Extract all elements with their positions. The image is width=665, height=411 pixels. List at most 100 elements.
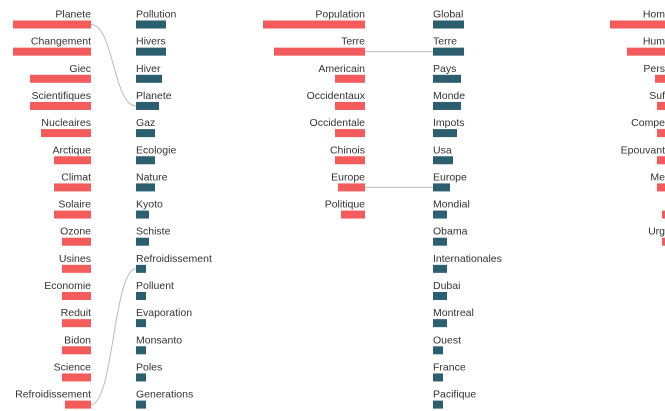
right-term-label: Ecologie: [136, 144, 176, 156]
left-term-label: Refroidissement: [15, 389, 91, 401]
right-term-label: Planete: [136, 90, 172, 102]
right-term-bar: [433, 400, 443, 409]
right-term-bar: [136, 47, 166, 56]
left-term-bar: [62, 373, 91, 382]
right-term-label: Internationales: [433, 253, 502, 265]
right-term-bar: [136, 292, 146, 300]
right-term-label: Gaz: [136, 117, 155, 129]
left-term-label: Giec: [69, 63, 91, 75]
left-term-label: Bidon: [64, 334, 91, 346]
right-term-label: France: [433, 361, 466, 373]
right-term-bar: [433, 373, 443, 382]
right-term-label: Mondial: [433, 199, 470, 211]
right-term-label: Montreal: [433, 307, 474, 319]
right-term-bar: [433, 101, 461, 110]
left-term-bar: [62, 319, 91, 328]
left-term-bar: [338, 183, 365, 192]
bars-layer: Planete Changement Giec Scientifiques Nuclea…: [13, 9, 665, 409]
left-term-label: Suf: [649, 90, 665, 102]
right-term-bar: [433, 156, 453, 165]
left-term-bar: [657, 183, 665, 192]
left-term-bar: [62, 237, 91, 246]
left-term-label: Science: [54, 361, 92, 373]
right-term-bar: [136, 20, 166, 29]
left-term-label: Climat: [61, 171, 91, 183]
connector-layer: [90, 24, 433, 406]
left-term-bar: [335, 101, 365, 110]
right-term-bar: [136, 237, 149, 246]
left-term-bar: [335, 129, 365, 138]
right-term-label: Global: [433, 9, 463, 21]
left-term-label: Arctique: [52, 144, 91, 156]
right-term-bar: [136, 183, 155, 192]
left-term-bar: [41, 129, 91, 138]
right-term-bar: [433, 264, 447, 273]
left-term-bar: [662, 210, 665, 219]
right-term-label: Pollution: [136, 9, 176, 21]
left-term-bar: [13, 20, 91, 29]
right-term-label: Impots: [433, 117, 465, 129]
left-term-bar: [30, 74, 91, 83]
right-term-label: Evaporation: [136, 307, 192, 319]
right-term-label: Poles: [136, 361, 162, 373]
right-term-label: Monde: [433, 90, 465, 102]
left-term-bar: [65, 400, 91, 409]
left-term-label: Ozone: [60, 226, 91, 238]
left-term-label: Epouvant: [621, 144, 665, 156]
right-term-bar: [433, 20, 464, 29]
left-term-label: Scientifiques: [31, 90, 91, 102]
left-term-label: Population: [315, 9, 365, 21]
left-term-bar: [54, 156, 91, 165]
right-term-bar: [136, 319, 146, 328]
left-term-bar: [341, 210, 365, 219]
left-term-label: Occidentale: [310, 117, 366, 129]
right-term-label: Pacifique: [433, 389, 476, 401]
left-term-label: Planete: [55, 9, 91, 21]
left-term-label: Hum: [643, 36, 665, 48]
right-term-bar: [136, 74, 162, 83]
left-term-bar: [610, 20, 665, 29]
right-term-label: Hiver: [136, 63, 161, 75]
left-term-bar: [335, 74, 365, 83]
left-term-label: Changement: [31, 36, 91, 48]
right-term-label: Dubai: [433, 280, 460, 292]
right-term-label: Terre: [433, 36, 457, 48]
right-term-label: Monsanto: [136, 334, 182, 346]
left-term-bar: [54, 183, 91, 192]
right-term-bar: [136, 210, 149, 219]
left-term-bar: [62, 292, 91, 300]
right-term-bar: [433, 346, 443, 355]
left-term-label: Pers: [643, 63, 665, 75]
left-term-label: Chinois: [330, 144, 365, 156]
left-term-bar: [62, 264, 91, 273]
right-term-bar: [136, 129, 155, 138]
right-term-bar: [433, 237, 447, 246]
right-term-label: Schiste: [136, 226, 171, 238]
right-term-bar: [136, 346, 146, 355]
left-term-label: Urg: [648, 226, 665, 238]
left-term-label: Hom: [643, 9, 665, 21]
right-term-label: Europe: [433, 171, 467, 183]
left-term-bar: [263, 20, 365, 29]
right-term-label: Ouest: [433, 334, 461, 346]
right-term-bar: [433, 319, 447, 328]
left-term-bar: [335, 156, 365, 165]
left-term-label: Americain: [318, 63, 365, 75]
right-term-label: Usa: [433, 144, 452, 156]
term-connector-line: [90, 268, 137, 406]
left-term-bar: [657, 129, 665, 138]
right-term-label: Hivers: [136, 36, 166, 48]
right-term-label: Kyoto: [136, 199, 163, 211]
right-term-bar: [136, 156, 155, 165]
left-term-bar: [627, 47, 665, 56]
right-term-label: Refroidissement: [136, 253, 212, 265]
right-term-bar: [433, 47, 464, 56]
term-connector-line: [90, 24, 137, 107]
left-term-label: Occidentaux: [307, 90, 366, 102]
left-term-label: Solaire: [58, 199, 91, 211]
right-term-bar: [433, 74, 461, 83]
right-term-label: Pays: [433, 63, 456, 75]
left-term-bar: [662, 237, 665, 246]
right-term-label: Nature: [136, 171, 168, 183]
left-term-label: Politique: [325, 199, 365, 211]
